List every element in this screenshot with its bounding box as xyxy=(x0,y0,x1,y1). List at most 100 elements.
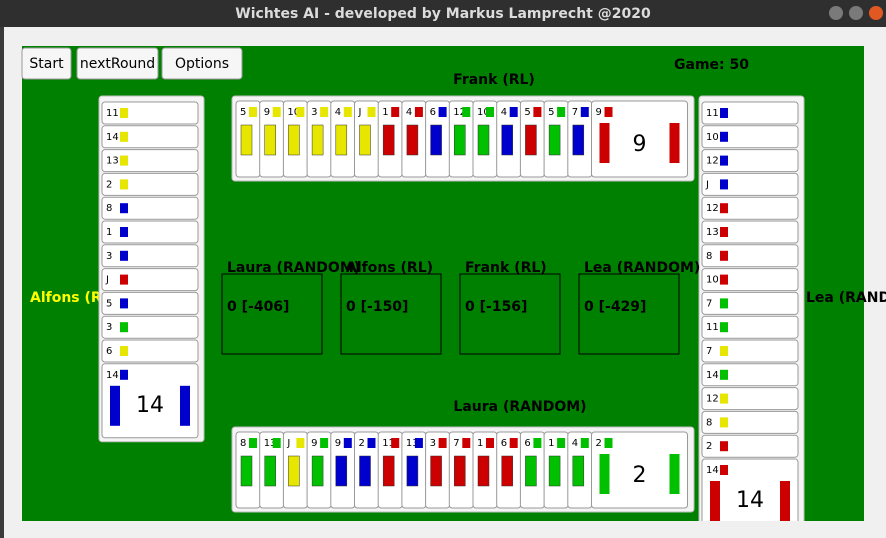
card-rank: 6 xyxy=(430,107,436,118)
card: 6 xyxy=(519,431,545,509)
card: 99 xyxy=(591,100,688,178)
card-pips xyxy=(359,455,371,487)
card-suit xyxy=(557,107,566,117)
card-pips xyxy=(430,455,442,487)
card-suit xyxy=(720,203,728,214)
card-face xyxy=(591,431,688,509)
card-suit xyxy=(296,107,305,117)
card-rank: 4 xyxy=(572,438,578,449)
card-suit xyxy=(414,107,423,117)
card: 2 xyxy=(701,434,799,458)
card-rank: 2 xyxy=(106,179,112,190)
card-suit xyxy=(720,322,728,333)
card-pips xyxy=(599,123,610,163)
card-suit xyxy=(343,107,352,117)
card-pips xyxy=(454,455,466,487)
button-label: Options xyxy=(175,56,229,72)
card-face xyxy=(701,172,799,196)
card-rank: 1 xyxy=(548,438,554,449)
card-pips xyxy=(288,455,300,487)
card-suit xyxy=(249,438,257,448)
card-suit xyxy=(272,107,281,117)
player-name: Lea (RANDOM) xyxy=(806,290,886,306)
card-suit xyxy=(120,227,128,237)
card-rank-large: 9 xyxy=(633,132,647,157)
card-rank: 4 xyxy=(406,107,412,118)
card-rank: 1 xyxy=(477,438,483,449)
card-rank: 9 xyxy=(596,107,602,118)
card-rank: 3 xyxy=(106,251,112,262)
card-rank: 5 xyxy=(106,298,112,309)
card: J xyxy=(101,268,199,292)
options-button[interactable]: Options xyxy=(161,47,243,80)
card: 7 xyxy=(567,100,593,178)
card-rank: 13 xyxy=(406,438,419,449)
next-round-button[interactable]: nextRound xyxy=(76,47,159,80)
card-rank: 10 xyxy=(706,132,719,143)
score-value: 0 [-406] xyxy=(227,299,289,315)
card-suit xyxy=(533,438,542,448)
card-suit xyxy=(462,438,471,448)
card: 1 xyxy=(543,431,569,509)
button-label: Start xyxy=(29,56,64,72)
title-bar xyxy=(0,0,886,27)
card: 13 xyxy=(259,431,285,509)
card-pips xyxy=(669,123,680,163)
card-face xyxy=(101,125,199,149)
card-suit xyxy=(720,465,728,475)
card: 8 xyxy=(701,244,799,268)
card-suit xyxy=(438,438,447,448)
card-suit xyxy=(120,203,128,214)
card: 14 xyxy=(101,125,199,149)
card-suit xyxy=(720,250,728,261)
card-suit xyxy=(249,107,257,117)
minimize-button[interactable] xyxy=(829,6,843,20)
card-rank: 13 xyxy=(106,156,119,167)
card: 8 xyxy=(235,431,261,509)
card-pips xyxy=(501,124,513,156)
card: 5 xyxy=(543,100,569,178)
card: 10 xyxy=(472,100,498,178)
card: 11 xyxy=(101,101,199,125)
card: 7 xyxy=(448,431,474,509)
card: 12 xyxy=(701,196,799,220)
card-rank: 4 xyxy=(501,107,507,118)
card-rank-large: 2 xyxy=(633,463,647,488)
card-pips xyxy=(288,124,300,156)
card-rank: 8 xyxy=(106,203,112,214)
card-rank: 13 xyxy=(264,438,277,449)
card-suit xyxy=(720,155,728,166)
card-suit xyxy=(720,441,728,452)
maximize-button[interactable] xyxy=(849,6,863,20)
card-suit xyxy=(604,438,613,448)
card-face xyxy=(701,268,799,292)
card: 2 xyxy=(354,431,379,509)
card-face xyxy=(101,244,199,268)
card-rank: 7 xyxy=(706,346,712,357)
card: J xyxy=(282,431,308,509)
card-face xyxy=(701,149,799,173)
card-suit xyxy=(343,438,352,448)
card-rank: 7 xyxy=(706,298,712,309)
start-button[interactable]: Start xyxy=(21,47,72,80)
card-face xyxy=(101,268,199,292)
card: 9 xyxy=(306,431,332,509)
card-suit xyxy=(391,107,400,117)
card-suit xyxy=(120,322,128,333)
card-face xyxy=(701,125,799,149)
card-rank: 11 xyxy=(382,438,395,449)
card-rank: 13 xyxy=(706,227,719,238)
card-suit xyxy=(320,438,329,448)
card: 7 xyxy=(701,339,799,363)
player-name: Alfons (RL) xyxy=(30,290,117,306)
card-pips xyxy=(669,454,680,494)
close-button[interactable] xyxy=(869,6,883,20)
card: 6 xyxy=(496,431,522,509)
card: 4 xyxy=(401,100,427,178)
card: 5 xyxy=(519,100,545,178)
card-rank: J xyxy=(286,438,290,449)
card: 2 xyxy=(101,172,199,196)
card-suit xyxy=(462,107,471,117)
card-pips xyxy=(311,455,324,487)
card-face xyxy=(701,291,799,315)
